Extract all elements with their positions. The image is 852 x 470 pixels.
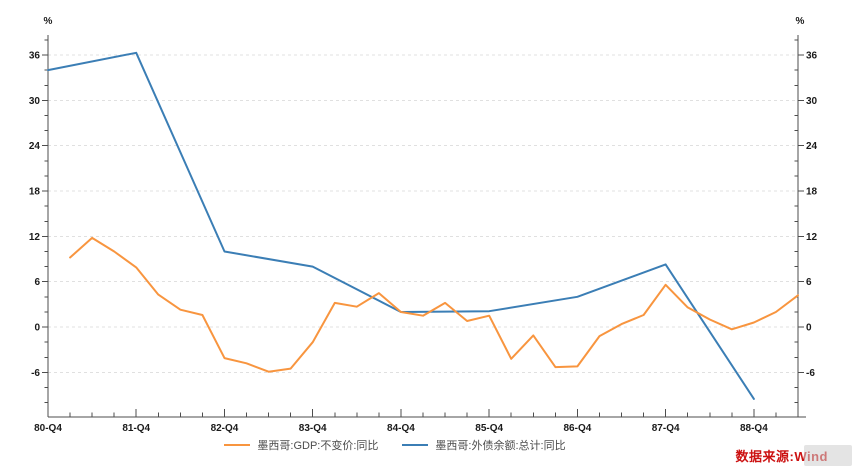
y-tick-label-right: 18: [806, 187, 818, 198]
y-tick-label-left: 12: [29, 232, 41, 243]
y-tick-label-left: 36: [29, 51, 41, 62]
y-tick-label-right: 12: [806, 232, 818, 243]
y-tick-label-left: -6: [31, 368, 40, 379]
x-tick-label: 88-Q4: [740, 423, 768, 434]
x-tick-label: 85-Q4: [475, 423, 503, 434]
y-axis-unit-left: %: [44, 16, 53, 27]
watermark-box: [804, 445, 852, 466]
y-tick-label-right: 0: [806, 323, 812, 334]
legend-swatch-external-debt: [402, 444, 429, 446]
x-tick-label: 83-Q4: [299, 423, 327, 434]
y-tick-label-left: 30: [29, 96, 41, 107]
axes: [47, 35, 806, 418]
axis-labels: 36 36 30 30 24 24 18 18 12 12 6 6 0 0 -6 -6 80-Q4 81-Q4 82…: [29, 51, 818, 434]
y-tick-label-left: 18: [29, 187, 41, 198]
axis-ticks: [42, 39, 804, 417]
y-tick-label-left: 0: [34, 323, 40, 334]
legend-label-gdp: 墨西哥:GDP:不变价:同比: [257, 440, 379, 452]
y-tick-label-right: -6: [806, 368, 815, 379]
legend-label-external-debt: 墨西哥:外债余额:总计:同比: [435, 440, 566, 452]
mexico-external-debt-yoy-line: [47, 51, 755, 400]
x-tick-label: 84-Q4: [387, 423, 415, 434]
y-tick-label-right: 30: [806, 96, 818, 107]
legend-item-external-debt: 墨西哥:外债余额:总计:同比: [402, 437, 566, 453]
y-tick-label-right: 36: [806, 51, 818, 62]
x-tick-label: 80-Q4: [34, 423, 62, 434]
y-tick-label-right: 6: [806, 277, 812, 288]
legend-swatch-gdp: [224, 444, 251, 446]
y-tick-label-left: 24: [29, 141, 41, 152]
x-tick-label: 82-Q4: [211, 423, 239, 434]
y-tick-label-left: 6: [34, 277, 40, 288]
y-tick-label-right: 24: [806, 141, 818, 152]
x-tick-label: 81-Q4: [122, 423, 150, 434]
y-axis-unit-right: %: [796, 16, 805, 27]
x-tick-label: 86-Q4: [564, 423, 592, 434]
mexico-gdp-yoy-line: [69, 236, 799, 373]
legend: 墨西哥:GDP:不变价:同比 墨西哥:外债余额:总计:同比: [0, 437, 790, 453]
x-tick-label: 87-Q4: [652, 423, 680, 434]
gridlines: [48, 54, 798, 373]
legend-item-gdp: 墨西哥:GDP:不变价:同比: [224, 437, 378, 453]
